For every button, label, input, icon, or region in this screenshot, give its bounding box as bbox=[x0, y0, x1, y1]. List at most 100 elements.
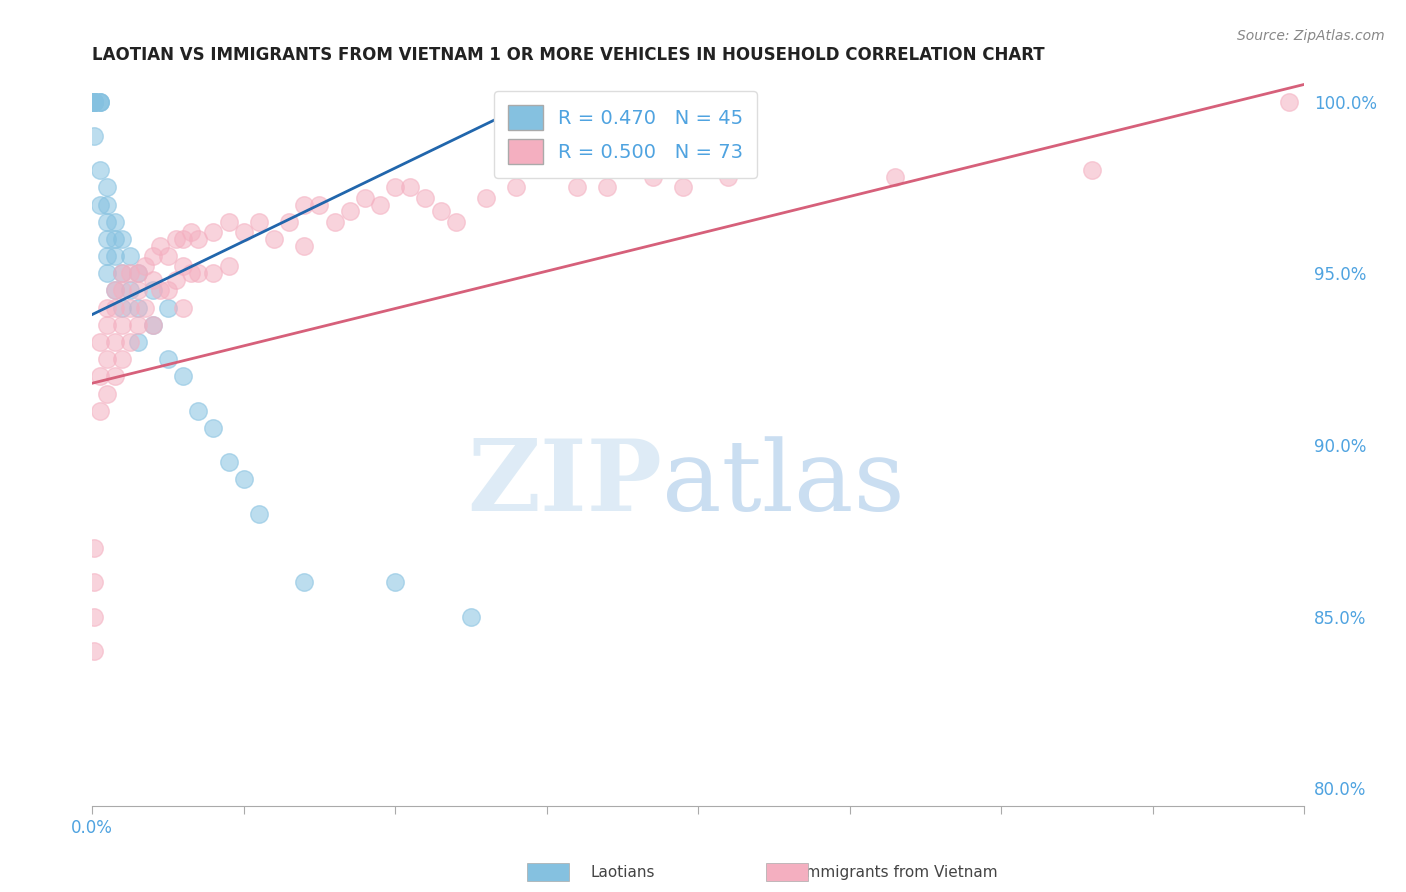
Point bbox=[89, 403, 111, 417]
Point bbox=[111, 232, 134, 246]
Point bbox=[127, 266, 149, 280]
Point bbox=[641, 170, 664, 185]
Point bbox=[142, 273, 165, 287]
Point bbox=[142, 318, 165, 332]
Point bbox=[89, 95, 111, 109]
Point bbox=[156, 284, 179, 298]
Point bbox=[104, 301, 127, 315]
Point bbox=[89, 95, 111, 109]
Point bbox=[96, 386, 118, 401]
Point bbox=[156, 352, 179, 367]
Point bbox=[89, 95, 111, 109]
Point bbox=[111, 266, 134, 280]
Point bbox=[104, 249, 127, 263]
Point bbox=[111, 266, 134, 280]
Point bbox=[218, 455, 240, 469]
Point bbox=[118, 266, 141, 280]
Point bbox=[172, 301, 194, 315]
Point bbox=[83, 644, 105, 658]
Point bbox=[172, 260, 194, 274]
Point bbox=[104, 334, 127, 349]
Point bbox=[127, 301, 149, 315]
Point bbox=[83, 128, 105, 143]
Point bbox=[187, 403, 209, 417]
Text: ZIP: ZIP bbox=[467, 435, 662, 533]
Point bbox=[127, 334, 149, 349]
Point bbox=[354, 191, 377, 205]
Point bbox=[118, 334, 141, 349]
Point bbox=[156, 301, 179, 315]
Text: atlas: atlas bbox=[662, 436, 904, 532]
Point bbox=[717, 170, 740, 185]
Point bbox=[89, 197, 111, 211]
Point bbox=[118, 284, 141, 298]
Point bbox=[104, 369, 127, 384]
Point bbox=[444, 215, 467, 229]
Point bbox=[89, 163, 111, 178]
Point bbox=[384, 180, 406, 194]
Point bbox=[96, 249, 118, 263]
Point bbox=[1278, 95, 1301, 109]
Point bbox=[247, 215, 270, 229]
Point bbox=[111, 318, 134, 332]
Point bbox=[308, 197, 330, 211]
Point bbox=[142, 284, 165, 298]
Point bbox=[127, 318, 149, 332]
Point bbox=[596, 180, 619, 194]
Point bbox=[384, 575, 406, 590]
Point bbox=[247, 507, 270, 521]
Point bbox=[83, 609, 105, 624]
Point bbox=[429, 204, 451, 219]
Point bbox=[323, 215, 346, 229]
Point bbox=[118, 301, 141, 315]
Point bbox=[172, 369, 194, 384]
Point bbox=[149, 239, 172, 253]
Point bbox=[505, 180, 527, 194]
Point bbox=[111, 301, 134, 315]
Text: Immigrants from Vietnam: Immigrants from Vietnam bbox=[801, 865, 998, 880]
Point bbox=[96, 266, 118, 280]
Point bbox=[180, 225, 202, 239]
Point bbox=[104, 284, 127, 298]
Point bbox=[232, 472, 254, 486]
Point bbox=[104, 284, 127, 298]
Point bbox=[172, 232, 194, 246]
Point bbox=[89, 334, 111, 349]
Point bbox=[104, 215, 127, 229]
Text: LAOTIAN VS IMMIGRANTS FROM VIETNAM 1 OR MORE VEHICLES IN HOUSEHOLD CORRELATION C: LAOTIAN VS IMMIGRANTS FROM VIETNAM 1 OR … bbox=[93, 46, 1045, 64]
Point bbox=[884, 170, 907, 185]
Point bbox=[187, 266, 209, 280]
Point bbox=[368, 197, 391, 211]
Point bbox=[83, 95, 105, 109]
Point bbox=[142, 318, 165, 332]
Point bbox=[202, 266, 225, 280]
Point bbox=[89, 369, 111, 384]
Text: Source: ZipAtlas.com: Source: ZipAtlas.com bbox=[1237, 29, 1385, 44]
Point bbox=[83, 575, 105, 590]
Point bbox=[460, 609, 482, 624]
Point bbox=[134, 260, 156, 274]
Point bbox=[104, 232, 127, 246]
Point bbox=[83, 95, 105, 109]
Point bbox=[127, 284, 149, 298]
Point bbox=[142, 249, 165, 263]
Point bbox=[399, 180, 422, 194]
Point bbox=[83, 95, 105, 109]
Point bbox=[83, 95, 105, 109]
Point bbox=[156, 249, 179, 263]
Point bbox=[83, 95, 105, 109]
Point bbox=[218, 260, 240, 274]
Point bbox=[96, 197, 118, 211]
Point bbox=[278, 215, 301, 229]
Point bbox=[127, 266, 149, 280]
Point bbox=[149, 284, 172, 298]
Point bbox=[180, 266, 202, 280]
Point bbox=[96, 318, 118, 332]
Point bbox=[415, 191, 437, 205]
Point bbox=[475, 191, 498, 205]
Point bbox=[218, 215, 240, 229]
Point bbox=[672, 180, 695, 194]
Point bbox=[263, 232, 285, 246]
Point bbox=[83, 95, 105, 109]
Point bbox=[134, 301, 156, 315]
